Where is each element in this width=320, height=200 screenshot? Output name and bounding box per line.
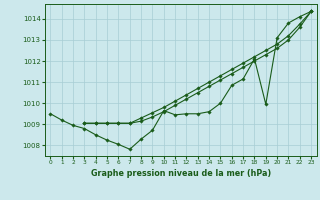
- X-axis label: Graphe pression niveau de la mer (hPa): Graphe pression niveau de la mer (hPa): [91, 169, 271, 178]
